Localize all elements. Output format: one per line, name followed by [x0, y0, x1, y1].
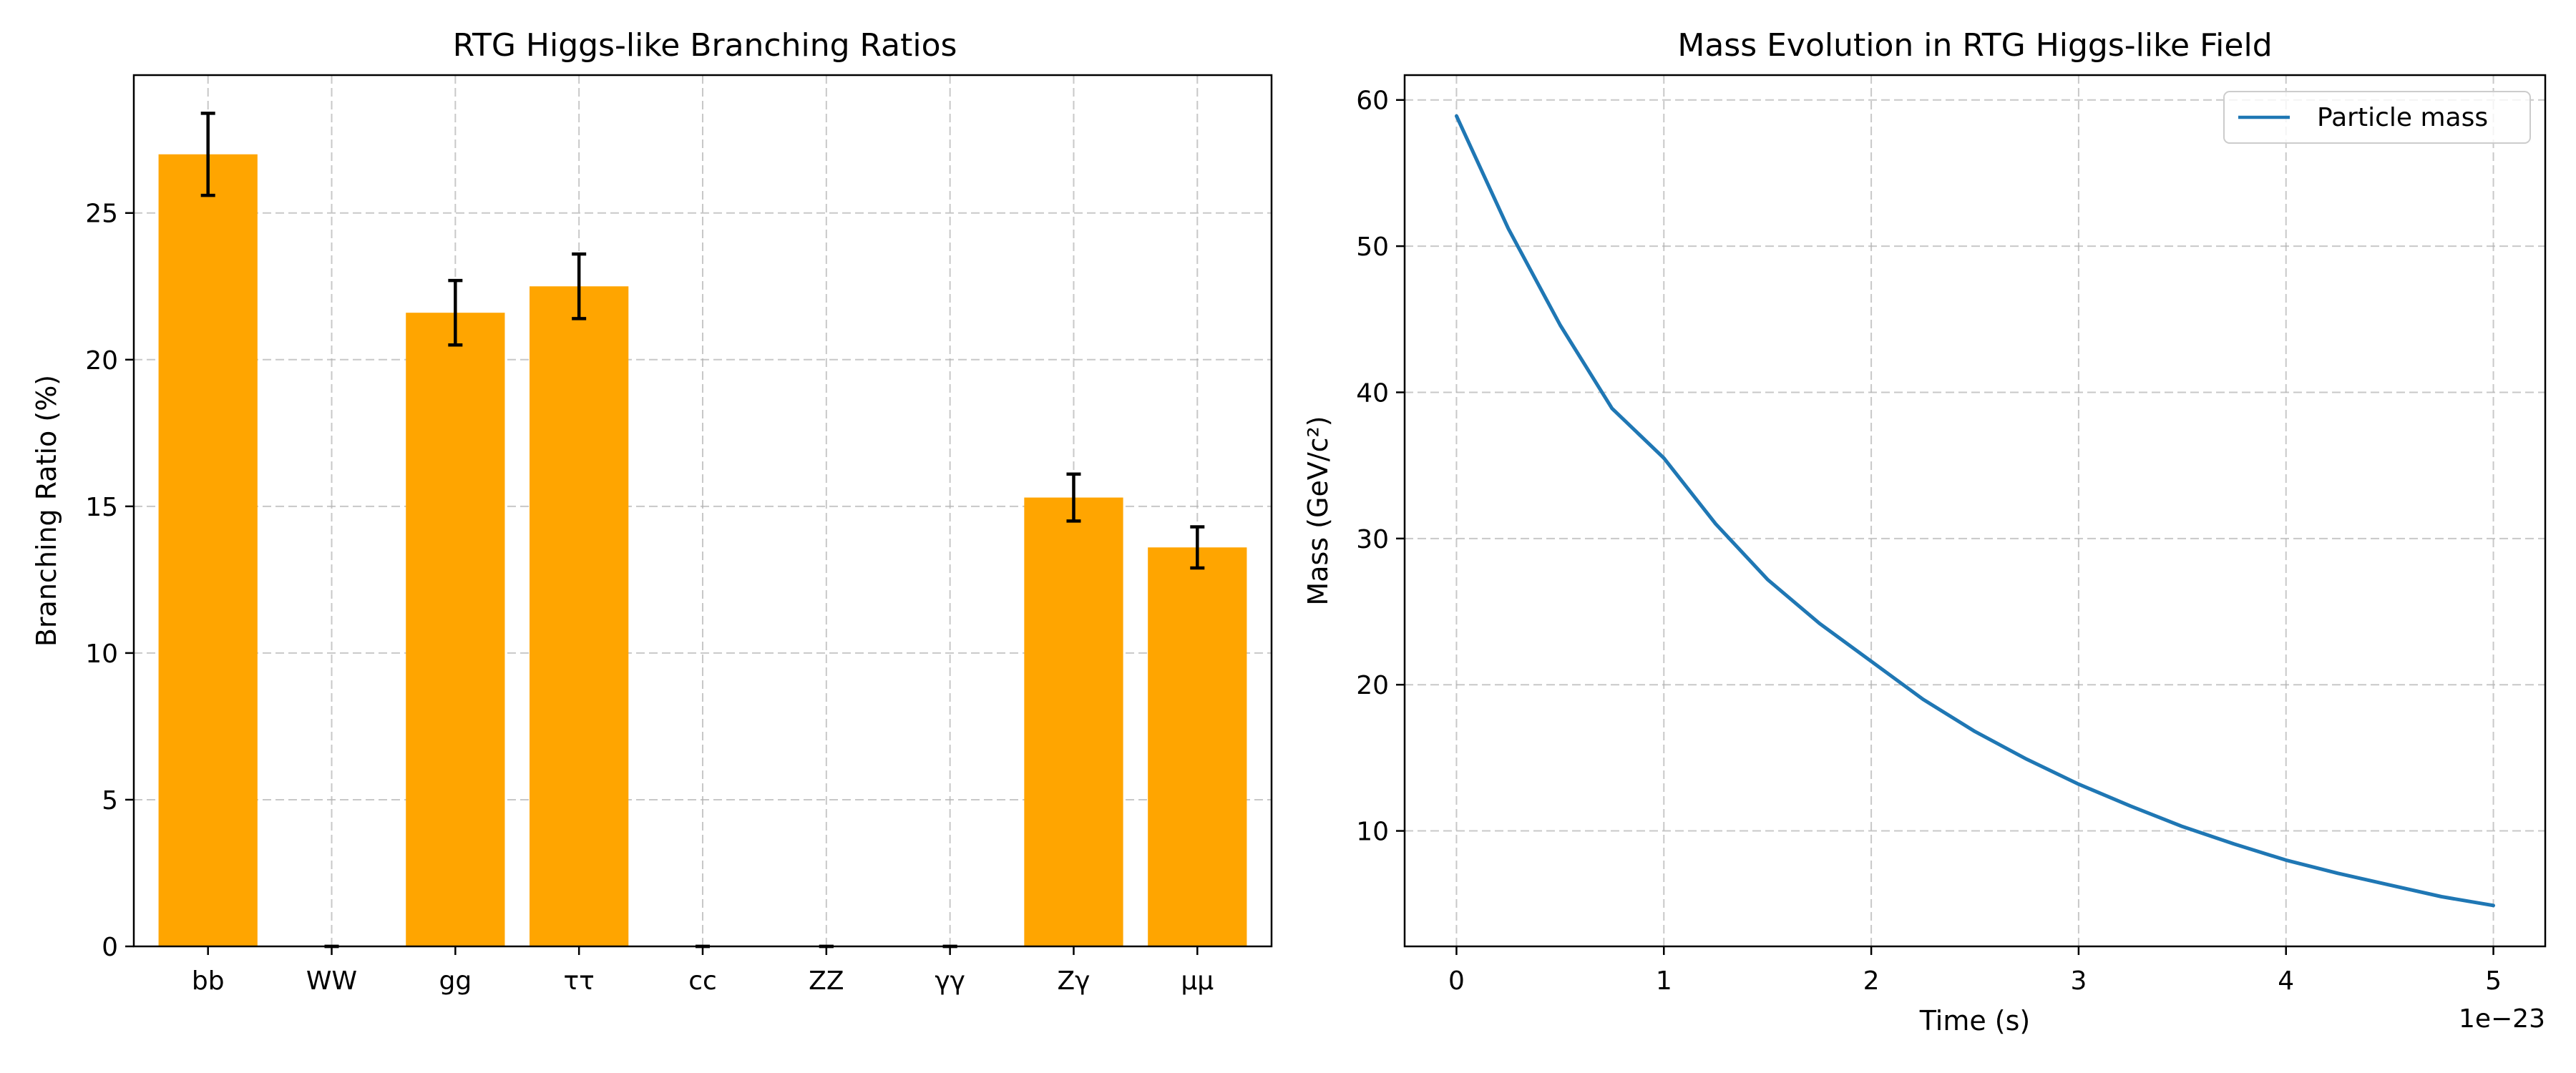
left-bars [158, 154, 1247, 947]
bar-gg [406, 313, 505, 946]
right-x-axis-label: Time (s) [1919, 1005, 2031, 1037]
error-bar-bb [200, 112, 215, 197]
left-chart-title: RTG Higgs-like Branching Ratios [453, 27, 957, 64]
right-chart-title: Mass Evolution in RTG Higgs-like Field [1677, 27, 2272, 64]
right-x-tick-label: 4 [2278, 966, 2294, 996]
error-bar-Zγ [1066, 472, 1081, 523]
bar-ττ [530, 286, 629, 947]
right-series [1455, 114, 2495, 908]
right-y-tick-label: 30 [1356, 525, 1389, 554]
right-x-offset-label: 1e−23 [2459, 1004, 2545, 1034]
branching-ratio-chart: RTG Higgs-like Branching Ratios bb WW gg ττ… [31, 27, 1273, 996]
right-y-tick-label: 40 [1356, 378, 1389, 408]
right-x-tick-label: 0 [1448, 966, 1465, 996]
left-x-tick-label: Zγ [1057, 966, 1090, 996]
right-y-tick-label: 50 [1356, 232, 1389, 262]
left-y-tick-label: 0 [102, 933, 118, 962]
legend-box [2223, 91, 2531, 144]
left-x-tick-label: bb [192, 966, 225, 996]
right-y-tick-label: 10 [1356, 818, 1389, 847]
right-x-ticks: 0 1 2 3 4 5 [1448, 946, 2502, 996]
left-y-tick-label: 10 [85, 640, 118, 669]
right-y-tick-label: 60 [1356, 87, 1389, 116]
left-x-tick-label: μμ [1181, 966, 1214, 996]
right-plot-frame [1403, 74, 2547, 948]
right-x-tick-label: 5 [2485, 966, 2502, 996]
series-line-particle-mass [1455, 114, 2495, 908]
right-y-tick-label: 20 [1356, 671, 1389, 700]
right-x-tick-label: 1 [1656, 966, 1672, 996]
left-x-tick-label: ττ [563, 966, 594, 996]
error-bar-gg [448, 278, 463, 347]
left-y-tick-label: 5 [102, 786, 118, 815]
left-x-tick-label: cc [688, 966, 717, 996]
error-bar-ττ [572, 252, 587, 320]
left-y-ticks: 0 5 10 15 20 25 [85, 200, 134, 962]
bar-bb [158, 154, 258, 946]
left-x-ticks: bb WW gg ττ cc ZZ γγ Zγ μμ [192, 946, 1214, 996]
left-y-tick-label: 20 [85, 346, 118, 376]
legend-label: Particle mass [2317, 103, 2488, 132]
right-y-axis-label: Mass (GeV/c²) [1302, 416, 1334, 605]
left-y-axis-label: Branching Ratio (%) [31, 375, 62, 647]
left-x-tick-label: ZZ [809, 966, 844, 996]
error-bar-μμ [1190, 525, 1205, 570]
left-x-tick-label: WW [306, 966, 357, 996]
right-y-ticks: 10 20 30 40 50 60 [1356, 87, 1405, 847]
left-y-tick-label: 15 [85, 493, 118, 522]
legend: Particle mass [2223, 91, 2531, 144]
bar-Zγ [1024, 497, 1123, 946]
bar-μμ [1148, 547, 1247, 946]
left-x-tick-label: gg [439, 966, 472, 996]
right-x-tick-label: 3 [2070, 966, 2087, 996]
left-y-tick-label: 25 [85, 200, 118, 229]
right-gridlines [1405, 75, 2545, 946]
mass-evolution-chart: Mass Evolution in RTG Higgs-like Field 0… [1302, 27, 2547, 1037]
right-x-tick-label: 2 [1863, 966, 1880, 996]
left-x-tick-label: γγ [935, 966, 965, 996]
